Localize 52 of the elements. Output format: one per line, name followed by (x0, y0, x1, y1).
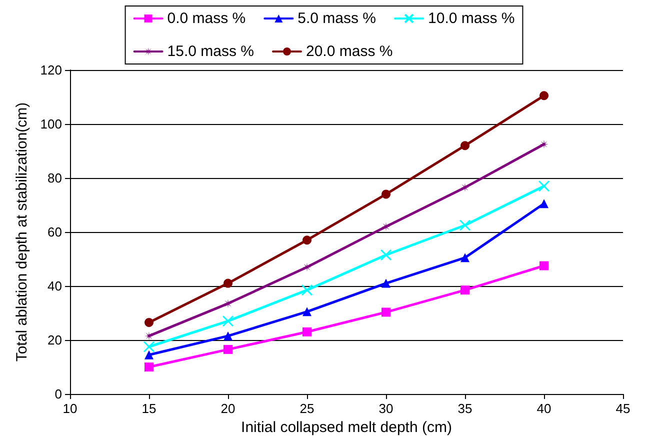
legend-label: 15.0 mass % (167, 43, 254, 60)
point (460, 253, 470, 262)
x-tick-label: 10 (62, 401, 78, 416)
point (224, 278, 232, 288)
point (540, 140, 548, 149)
point (144, 362, 154, 372)
y-axis-title: Total ablation depth at stabilization(cm) (13, 102, 30, 362)
point (224, 299, 232, 308)
point (144, 350, 154, 360)
y-tick-label: 60 (48, 224, 62, 240)
point (382, 190, 390, 199)
point (540, 91, 548, 100)
point (143, 341, 155, 352)
point (144, 318, 154, 327)
point (460, 286, 470, 295)
y-tick-label: 40 (48, 278, 62, 294)
x-tick-label: 20 (220, 401, 236, 416)
legend-label: 5.0 mass % (298, 10, 376, 27)
point (301, 284, 313, 296)
y-tick-label: 20 (48, 332, 62, 348)
point (540, 199, 548, 208)
point (302, 262, 312, 272)
point (224, 344, 232, 354)
point (302, 327, 312, 336)
x-tick-label: 35 (458, 401, 472, 416)
x-tick-label: 30 (378, 401, 394, 416)
legend-label: 0.0 mass % (167, 10, 246, 27)
point (144, 331, 154, 340)
point (224, 331, 232, 340)
x-tick-label: 25 (300, 401, 314, 416)
point (460, 141, 470, 150)
point (382, 222, 390, 232)
point (302, 236, 312, 245)
y-tick-label: 100 (40, 116, 62, 132)
y-tick-label: 80 (48, 170, 62, 186)
legend-label: 10.0 mass % (428, 10, 515, 27)
point (380, 249, 392, 261)
point (302, 307, 312, 316)
point (222, 315, 234, 327)
x-axis-title: Initial collapsed melt depth (cm) (241, 418, 452, 436)
x-tick-label: 15 (142, 401, 156, 416)
point (382, 308, 390, 317)
y-tick-label: 120 (40, 62, 62, 78)
legend-label: 20.0 mass % (306, 43, 393, 60)
point (459, 220, 471, 231)
x-tick-label: 45 (616, 401, 630, 416)
point (538, 180, 550, 192)
x-tick-label: 40 (536, 401, 552, 416)
point (382, 278, 390, 288)
point (460, 182, 470, 192)
point (540, 261, 548, 270)
y-tick-label: 0 (54, 386, 62, 402)
